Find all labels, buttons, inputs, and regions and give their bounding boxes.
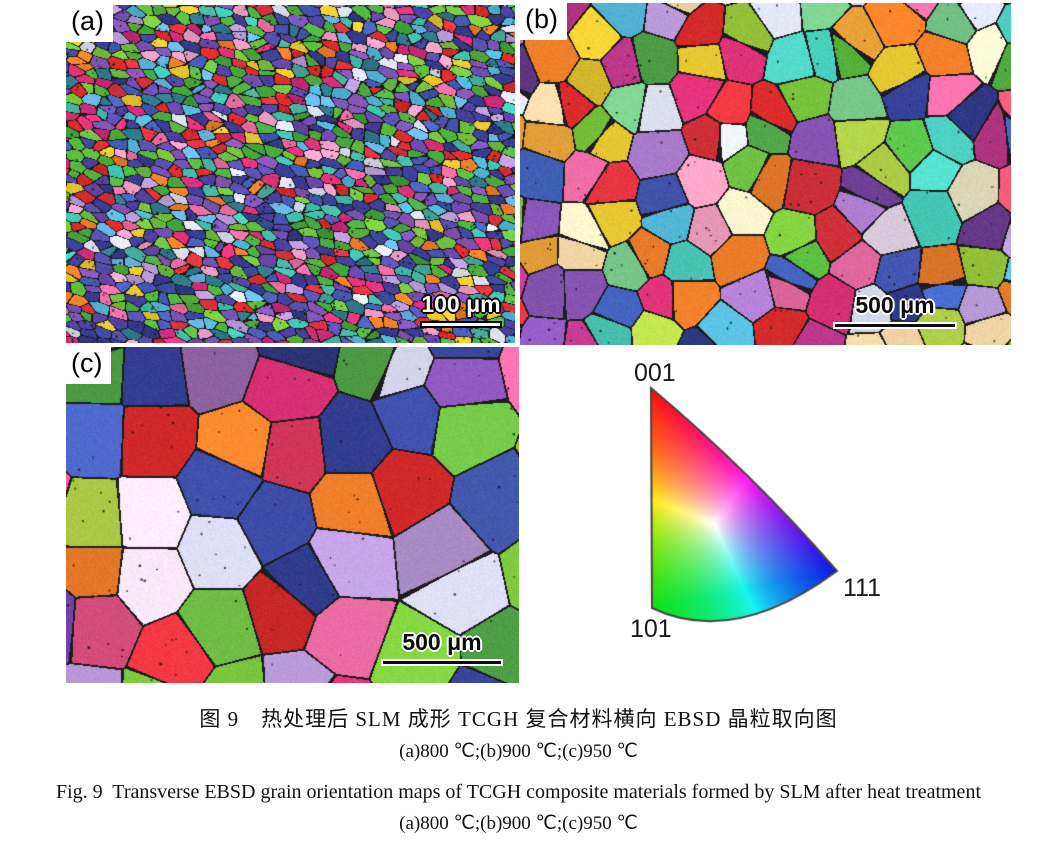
scale-bar-b-line [833, 322, 957, 329]
scale-bar-c: 500 μm [381, 631, 503, 666]
scale-bar-a: 100 μm [420, 293, 502, 328]
scale-bar-b-text: 500 μm [855, 292, 935, 318]
caption-zh: 图 9 热处理后 SLM 成形 TCGH 复合材料横向 EBSD 晶粒取向图 [199, 707, 838, 731]
ebsd-panel-c: (c) 500 μm [66, 347, 519, 683]
panel-label-c: (c) [66, 347, 112, 384]
ipf-label-111: 111 [843, 574, 882, 602]
scale-bar-c-line [381, 659, 503, 666]
caption-en-conditions: (a)800 ℃;(b)900 ℃;(c)950 ℃ [399, 813, 638, 834]
scale-bar-c-text: 500 μm [402, 629, 482, 655]
ebsd-map-b [520, 3, 1011, 345]
ebsd-panel-a: (a) 100 μm [66, 5, 515, 343]
ebsd-panel-b: (b) 500 μm [520, 3, 1011, 345]
scale-bar-a-line [420, 321, 502, 328]
ipf-color-key: 001 101 111 [600, 355, 900, 655]
ipf-label-101: 101 [630, 615, 672, 643]
ebsd-map-c [66, 347, 519, 683]
scale-bar-a-text: 100 μm [421, 291, 501, 317]
scale-bar-b: 500 μm [833, 294, 957, 329]
caption-en: Fig. 9 Transverse EBSD grain orientation… [55, 781, 981, 803]
caption-zh-conditions: (a)800 ℃;(b)900 ℃;(c)950 ℃ [399, 741, 638, 762]
panel-label-b: (b) [520, 3, 567, 40]
panel-label-a: (a) [66, 5, 113, 42]
ipf-triangle-canvas [641, 378, 851, 630]
ebsd-map-a [66, 5, 515, 343]
